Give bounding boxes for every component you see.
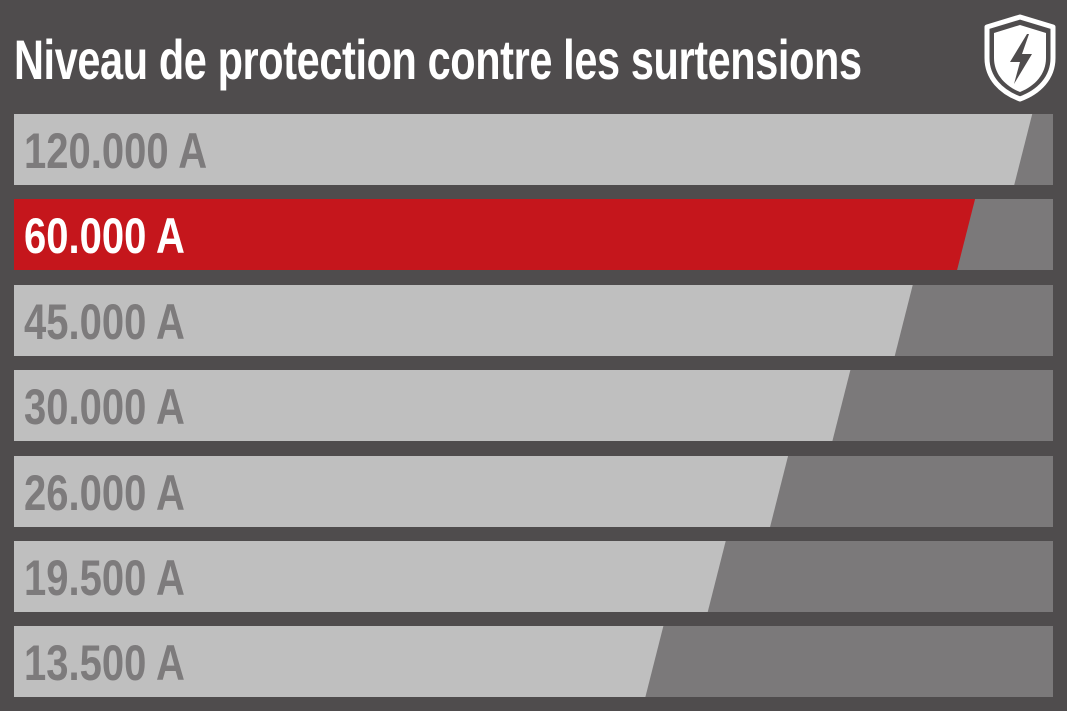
bar-graphic <box>14 541 1053 612</box>
bar-graphic <box>14 114 1053 185</box>
bar-graphic <box>14 456 1053 527</box>
bar-label: 45.000 A <box>24 294 185 350</box>
bar-row: 26.000 A <box>14 456 1053 527</box>
bar-list: 120.000 A 60.000 A 45.000 A 30.000 A 26.000 … <box>14 114 1053 704</box>
bar-graphic <box>14 370 1053 441</box>
bar-row: 30.000 A <box>14 370 1053 441</box>
bar-highlighted <box>14 199 976 270</box>
bar-graphic <box>14 626 1053 697</box>
bar <box>14 541 726 612</box>
bar-row: 60.000 A <box>14 199 1053 270</box>
bar-graphic <box>14 285 1053 356</box>
bar-label: 60.000 A <box>24 208 185 264</box>
bar-label: 26.000 A <box>24 465 185 521</box>
bar-label: 120.000 A <box>24 123 208 179</box>
bar <box>14 456 789 527</box>
bar-row: 45.000 A <box>14 285 1053 356</box>
chart-title: Niveau de protection contre les surtensi… <box>14 28 862 91</box>
bar <box>14 626 664 697</box>
bar-graphic <box>14 199 1053 270</box>
bar-label: 19.500 A <box>24 550 185 606</box>
bar <box>14 285 913 356</box>
bar-label: 30.000 A <box>24 379 185 435</box>
bar <box>14 370 851 441</box>
bar-label: 13.500 A <box>24 635 185 691</box>
bar-row: 120.000 A <box>14 114 1053 185</box>
bar-row: 13.500 A <box>14 626 1053 697</box>
bar-row: 19.500 A <box>14 541 1053 612</box>
bar <box>14 114 1033 185</box>
shield-lightning-icon <box>984 14 1056 102</box>
